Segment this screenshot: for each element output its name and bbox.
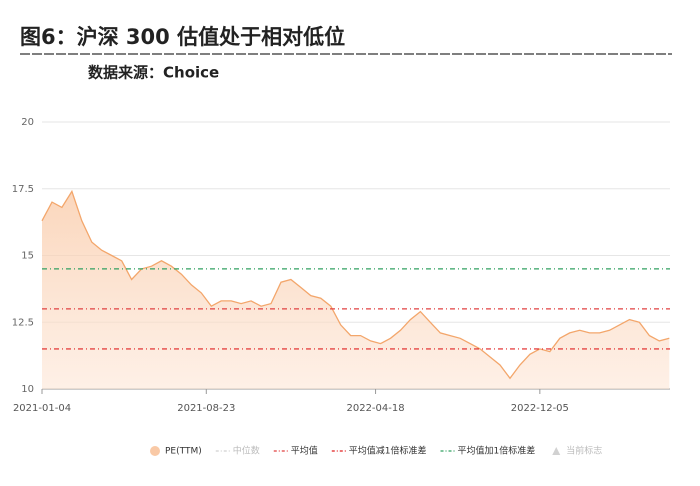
legend-label: 当前标志 bbox=[566, 445, 602, 457]
x-tick-label: 2021-01-04 bbox=[13, 403, 71, 414]
legend-swatch bbox=[150, 446, 160, 456]
legend-label: 平均值减1倍标准差 bbox=[349, 445, 427, 457]
x-tick-label: 2022-04-18 bbox=[346, 403, 404, 414]
y-tick-label: 17.5 bbox=[12, 184, 34, 195]
legend-label: PE(TTM) bbox=[165, 447, 202, 457]
chart-subtitle: 数据来源：Choice bbox=[88, 64, 219, 82]
x-tick-label: 2021-08-23 bbox=[177, 403, 235, 414]
y-tick-label: 20 bbox=[21, 117, 34, 128]
y-tick-label: 12.5 bbox=[12, 317, 34, 328]
x-tick-label: 2022-12-05 bbox=[511, 403, 569, 414]
legend-label: 平均值 bbox=[291, 445, 318, 457]
area bbox=[42, 191, 670, 389]
chart-title: 图6：沪深 300 估值处于相对低位 bbox=[20, 25, 345, 49]
legend-swatch bbox=[552, 447, 561, 455]
legend-label: 中位数 bbox=[233, 445, 260, 457]
legend-label: 平均值加1倍标准差 bbox=[458, 445, 536, 457]
line bbox=[41, 189, 670, 380]
y-tick-label: 15 bbox=[21, 251, 34, 262]
y-tick-label: 10 bbox=[21, 384, 34, 395]
